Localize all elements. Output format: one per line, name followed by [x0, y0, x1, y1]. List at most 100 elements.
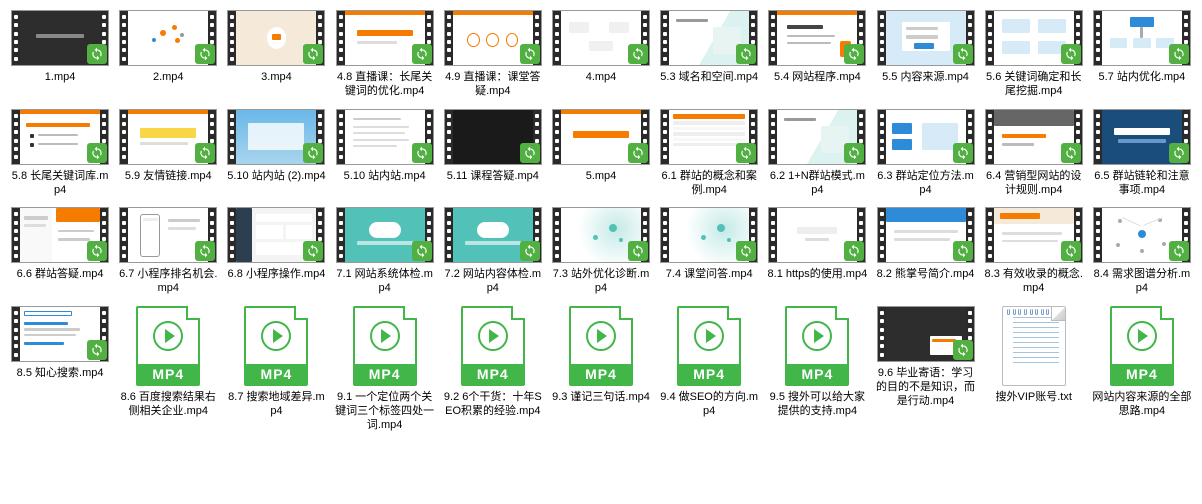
file-item[interactable]: 5.4 网站程序.mp4 [765, 8, 869, 101]
video-thumbnail [877, 306, 975, 362]
file-item[interactable]: 8.3 有效收录的概念.mp4 [982, 205, 1086, 298]
filmstrip-edge [661, 110, 669, 164]
file-name-label: 4.9 直播课：课堂答疑.mp4 [443, 70, 543, 99]
video-thumbnail [552, 10, 650, 66]
video-thumbnail [768, 10, 866, 66]
file-item[interactable]: 4.8 直播课：长尾关键词的优化.mp4 [333, 8, 437, 101]
file-name-label: 8.6 百度搜索结果右侧相关企业.mp4 [118, 390, 218, 419]
video-thumbnail [877, 109, 975, 165]
file-name-label: 5.8 长尾关键词库.mp4 [10, 169, 110, 198]
file-name-label: 9.4 做SEO的方向.mp4 [659, 390, 759, 419]
sync-overlay-icon [953, 143, 973, 163]
video-thumbnail [1093, 10, 1191, 66]
file-item[interactable]: 6.8 小程序操作.mp4 [224, 205, 328, 298]
file-item[interactable]: MP4 9.2 6个干货：十年SEO积累的经验.mp4 [441, 304, 545, 435]
video-thumbnail [660, 207, 758, 263]
file-name-label: 5.4 网站程序.mp4 [774, 70, 861, 84]
video-thumbnail [11, 207, 109, 263]
filmstrip-edge [337, 11, 345, 65]
file-item[interactable]: 3.mp4 [224, 8, 328, 101]
video-thumbnail [119, 109, 217, 165]
file-item[interactable]: 5.7 站内优化.mp4 [1090, 8, 1194, 101]
mp4-badge: MP4 [679, 364, 739, 384]
file-item[interactable]: 6.2 1+N群站模式.mp4 [765, 107, 869, 200]
file-name-label: 6.3 群站定位方法.mp4 [875, 169, 975, 198]
file-name-label: 9.2 6个干货：十年SEO积累的经验.mp4 [443, 390, 543, 419]
file-name-label: 8.2 熊掌号简介.mp4 [877, 267, 975, 281]
filmstrip-edge [337, 110, 345, 164]
file-item[interactable]: MP4 9.1 一个定位两个关键词三个标签四处一词.mp4 [333, 304, 437, 435]
file-name-label: 网站内容来源的全部思路.mp4 [1092, 390, 1192, 419]
file-item[interactable]: MP4 网站内容来源的全部思路.mp4 [1090, 304, 1194, 435]
filmstrip-edge [120, 208, 128, 262]
file-item[interactable]: MP4 9.5 搜外可以给大家提供的支持.mp4 [765, 304, 869, 435]
video-thumbnail [1093, 207, 1191, 263]
mp4-badge: MP4 [571, 364, 631, 384]
file-item[interactable]: 8.5 知心搜索.mp4 [8, 304, 112, 435]
filmstrip-edge [445, 208, 453, 262]
file-item[interactable]: 6.4 营销型网站的设计规则.mp4 [982, 107, 1086, 200]
mp4-file-icon: MP4 [1110, 306, 1174, 386]
file-item[interactable]: 7.1 网站系统体检.mp4 [333, 205, 437, 298]
sync-overlay-icon [303, 241, 323, 261]
file-item[interactable]: 7.4 课堂问答.mp4 [657, 205, 761, 298]
file-item[interactable]: 6.7 小程序排名机会.mp4 [116, 205, 220, 298]
filmstrip-edge [445, 110, 453, 164]
file-item[interactable]: MP4 9.4 做SEO的方向.mp4 [657, 304, 761, 435]
file-item[interactable]: 8.4 需求图谱分析.mp4 [1090, 205, 1194, 298]
file-item[interactable]: 5.6 关键词确定和长尾挖掘.mp4 [982, 8, 1086, 101]
mp4-badge: MP4 [138, 364, 198, 384]
file-item[interactable]: 8.2 熊掌号简介.mp4 [873, 205, 977, 298]
file-item[interactable]: 7.2 网站内容体检.mp4 [441, 205, 545, 298]
file-item[interactable]: MP4 8.6 百度搜索结果右侧相关企业.mp4 [116, 304, 220, 435]
file-item[interactable]: 5.8 长尾关键词库.mp4 [8, 107, 112, 200]
file-item[interactable]: 7.3 站外优化诊断.mp4 [549, 205, 653, 298]
file-name-label: 5.10 站内站.mp4 [344, 169, 426, 183]
filmstrip-edge [878, 11, 886, 65]
file-item[interactable]: 6.1 群站的概念和案例.mp4 [657, 107, 761, 200]
sync-overlay-icon [87, 241, 107, 261]
video-thumbnail [11, 306, 109, 362]
sync-overlay-icon [953, 44, 973, 64]
file-item[interactable]: 6.6 群站答疑.mp4 [8, 205, 112, 298]
file-item[interactable]: 5.9 友情链接.mp4 [116, 107, 220, 200]
file-item[interactable]: 5.3 域名和空间.mp4 [657, 8, 761, 101]
file-item[interactable]: 8.1 https的使用.mp4 [765, 205, 869, 298]
file-item[interactable]: 5.10 站内站 (2).mp4 [224, 107, 328, 200]
txt-file-icon [1002, 306, 1066, 386]
filmstrip-edge [228, 208, 236, 262]
file-item[interactable]: 5.10 站内站.mp4 [333, 107, 437, 200]
sync-overlay-icon [628, 44, 648, 64]
sync-overlay-icon [520, 143, 540, 163]
sync-overlay-icon [520, 44, 540, 64]
file-name-label: 3.mp4 [261, 70, 292, 84]
file-item[interactable]: 6.3 群站定位方法.mp4 [873, 107, 977, 200]
sync-overlay-icon [87, 340, 107, 360]
file-name-label: 7.3 站外优化诊断.mp4 [551, 267, 651, 296]
sync-overlay-icon [1061, 241, 1081, 261]
file-item[interactable]: 5.11 课程答疑.mp4 [441, 107, 545, 200]
file-name-label: 5.6 关键词确定和长尾挖掘.mp4 [984, 70, 1084, 99]
file-item[interactable]: 4.mp4 [549, 8, 653, 101]
file-item[interactable]: 9.6 毕业寄语：学习的目的不是知识，而是行动.mp4 [873, 304, 977, 435]
file-item[interactable]: 2.mp4 [116, 8, 220, 101]
sync-overlay-icon [1169, 241, 1189, 261]
file-item[interactable]: 1.mp4 [8, 8, 112, 101]
file-item[interactable]: MP4 9.3 谨记三句话.mp4 [549, 304, 653, 435]
file-grid: 1.mp4 2.mp4 3.mp4 [8, 8, 1194, 435]
file-item[interactable]: 5.5 内容来源.mp4 [873, 8, 977, 101]
sync-overlay-icon [736, 44, 756, 64]
filmstrip-edge [878, 110, 886, 164]
video-thumbnail [660, 10, 758, 66]
video-thumbnail [768, 207, 866, 263]
file-item[interactable]: 6.5 群站链轮和注意事项.mp4 [1090, 107, 1194, 200]
file-item[interactable]: MP4 8.7 搜索地域差异.mp4 [224, 304, 328, 435]
sync-overlay-icon [195, 241, 215, 261]
file-name-label: 6.4 营销型网站的设计规则.mp4 [984, 169, 1084, 198]
file-item[interactable]: 搜外VIP账号.txt [982, 304, 1086, 435]
sync-overlay-icon [736, 143, 756, 163]
filmstrip-edge [769, 11, 777, 65]
file-item[interactable]: 5.mp4 [549, 107, 653, 200]
video-thumbnail [119, 207, 217, 263]
file-item[interactable]: 4.9 直播课：课堂答疑.mp4 [441, 8, 545, 101]
